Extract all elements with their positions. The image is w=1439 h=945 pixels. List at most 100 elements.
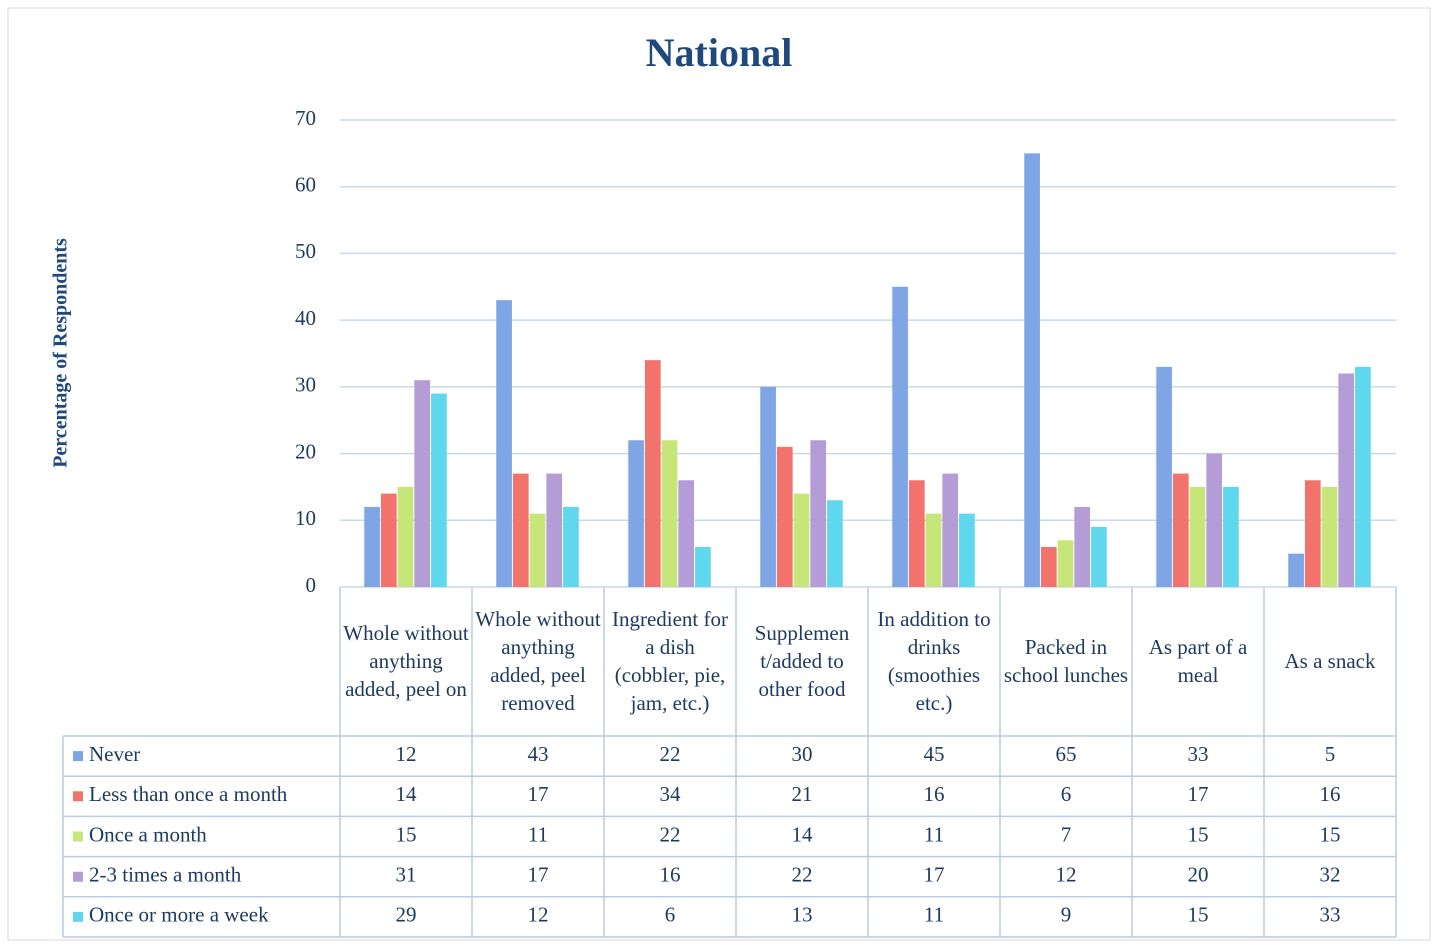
table-value: 14 — [396, 782, 418, 806]
table-value: 16 — [660, 863, 681, 887]
table-value: 30 — [792, 742, 813, 766]
table-value: 14 — [792, 822, 814, 846]
bar — [414, 380, 431, 587]
table-value: 12 — [1056, 863, 1077, 887]
bar — [1024, 153, 1040, 587]
bar — [1091, 526, 1107, 587]
bar — [892, 286, 908, 587]
table-value: 12 — [528, 903, 549, 927]
bar — [380, 493, 397, 587]
legend-label: Once a month — [89, 822, 207, 846]
bar — [959, 513, 975, 587]
x-tick-label: As a snack — [1284, 649, 1376, 673]
table-value: 11 — [528, 822, 548, 846]
category-cell: Whole without anything added, peel remov… — [475, 607, 601, 715]
legend-key — [73, 791, 83, 802]
y-tick-label: 20 — [295, 439, 316, 463]
bar — [1338, 373, 1355, 587]
bar — [1206, 453, 1223, 587]
bar — [1223, 486, 1239, 587]
table-value: 32 — [1320, 863, 1341, 887]
table-value: 16 — [924, 782, 945, 806]
legend-key — [73, 751, 83, 762]
bar — [925, 513, 942, 587]
bar — [942, 473, 959, 587]
bar — [661, 440, 678, 587]
y-tick-label: 30 — [295, 373, 316, 397]
category-cell: Packed in school lunches — [1003, 635, 1129, 687]
table-value: 22 — [660, 822, 681, 846]
table-value: 22 — [792, 863, 813, 887]
y-tick-label: 60 — [295, 173, 316, 197]
bar — [512, 473, 529, 587]
legend-key — [73, 871, 83, 882]
table-value: 13 — [792, 903, 813, 927]
bar — [1040, 546, 1057, 587]
chart-title: National — [646, 30, 793, 75]
table-value: 34 — [660, 782, 682, 806]
legend-key — [73, 911, 83, 922]
table-value: 15 — [1188, 903, 1209, 927]
bar — [397, 486, 414, 587]
table-value: 9 — [1061, 903, 1072, 927]
bar — [628, 440, 644, 587]
bar — [644, 360, 661, 587]
x-tick-label: Ingredient for a dish (cobbler, pie, jam… — [611, 607, 729, 715]
bar — [1057, 540, 1074, 587]
bar — [364, 506, 380, 587]
bar — [1172, 473, 1189, 587]
table-value: 5 — [1325, 742, 1336, 766]
bar — [529, 513, 546, 587]
table-value: 31 — [396, 863, 417, 887]
bar — [1321, 486, 1338, 587]
bar — [776, 446, 793, 587]
bar — [563, 506, 579, 587]
bar — [760, 386, 776, 587]
table-value: 45 — [924, 742, 945, 766]
legend-key — [73, 831, 83, 842]
table-value: 15 — [396, 822, 417, 846]
category-cell: In addition to drinks (smoothies etc.) — [877, 607, 990, 715]
y-tick-label: 70 — [295, 106, 316, 130]
table-value: 11 — [924, 903, 944, 927]
category-cell: Supplemen t/added to other food — [755, 621, 850, 701]
bar — [695, 546, 711, 587]
legend-label: Never — [89, 742, 140, 766]
bar — [546, 473, 563, 587]
table-value: 33 — [1188, 742, 1209, 766]
chart-border — [7, 7, 1431, 941]
table-value: 12 — [396, 742, 417, 766]
table-value: 7 — [1061, 822, 1072, 846]
y-axis-label: Percentage of Respondents — [50, 238, 72, 468]
category-cell: As a snack — [1284, 649, 1376, 673]
x-tick-label: Packed in school lunches — [1003, 635, 1129, 687]
table-value: 29 — [396, 903, 417, 927]
y-tick-label: 0 — [306, 573, 317, 597]
x-tick-label: Whole without anything added, peel remov… — [475, 607, 601, 715]
x-tick-label: Whole without anything added, peel on — [343, 621, 469, 701]
bar — [1355, 366, 1371, 587]
table-value: 6 — [665, 903, 676, 927]
bar — [1288, 553, 1304, 587]
table-value: 17 — [924, 863, 945, 887]
bar — [1156, 366, 1172, 587]
table-value: 17 — [1188, 782, 1209, 806]
y-tick-label: 10 — [295, 506, 316, 530]
bar — [1074, 506, 1091, 587]
table-value: 15 — [1188, 822, 1209, 846]
bar — [810, 440, 827, 587]
table-value: 43 — [528, 742, 549, 766]
table-value: 17 — [528, 863, 549, 887]
table-value: 21 — [792, 782, 813, 806]
category-cell: Whole without anything added, peel on — [343, 621, 469, 701]
legend-label: Less than once a month — [89, 782, 288, 806]
table-value: 20 — [1188, 863, 1209, 887]
bar — [908, 480, 925, 587]
bar — [678, 480, 695, 587]
table-value: 15 — [1320, 822, 1341, 846]
y-tick-label: 50 — [295, 239, 316, 263]
bar — [431, 393, 447, 587]
category-cell: Ingredient for a dish (cobbler, pie, jam… — [611, 607, 729, 715]
bar — [793, 493, 810, 587]
